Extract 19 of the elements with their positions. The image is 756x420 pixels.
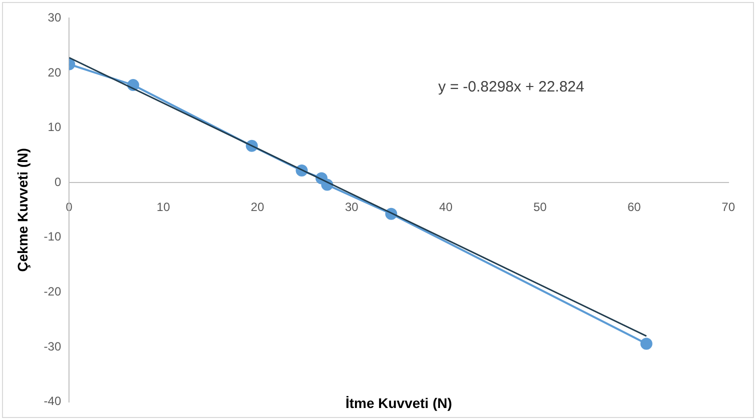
x-tick-label: 50 bbox=[533, 200, 547, 214]
y-axis-title: Çekme Kuvveti (N) bbox=[14, 148, 30, 272]
x-tick-label: 20 bbox=[250, 200, 264, 214]
x-tick-label: 40 bbox=[439, 200, 453, 214]
x-tick-label: 10 bbox=[156, 200, 170, 214]
y-tick-label: -20 bbox=[44, 284, 62, 299]
x-axis-title: İtme Kuvveti (N) bbox=[345, 394, 452, 411]
y-tick-label: 10 bbox=[48, 120, 62, 134]
y-tick-label: -30 bbox=[44, 339, 62, 354]
x-tick-label: 30 bbox=[344, 200, 359, 214]
y-tick-label: -40 bbox=[44, 394, 62, 408]
y-tick-label: 20 bbox=[48, 65, 62, 80]
point bbox=[640, 338, 652, 350]
y-tick-label: 30 bbox=[48, 10, 62, 25]
y-tick-label: 0 bbox=[54, 174, 62, 189]
x-tick-label: 60 bbox=[627, 200, 642, 214]
x-tick-label: 70 bbox=[722, 200, 736, 214]
annotation: y = -0.8298x + 22.824 bbox=[438, 78, 584, 96]
y-tick-label: -10 bbox=[44, 230, 62, 244]
